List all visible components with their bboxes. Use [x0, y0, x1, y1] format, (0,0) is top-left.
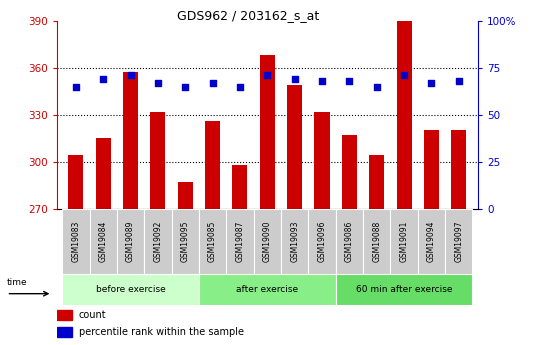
Point	[208, 80, 217, 86]
Point	[71, 84, 80, 89]
Bar	[123, 72, 138, 209]
Bar	[178, 182, 193, 209]
Text: GSM19083: GSM19083	[71, 221, 80, 262]
Text: GSM19093: GSM19093	[290, 221, 299, 262]
Text: GSM19088: GSM19088	[372, 221, 381, 262]
Bar	[281, 209, 308, 274]
Bar	[260, 55, 275, 209]
Bar	[445, 209, 472, 274]
Text: before exercise: before exercise	[96, 285, 165, 294]
Text: GSM19095: GSM19095	[181, 221, 190, 262]
Point	[427, 80, 436, 86]
Text: GSM19092: GSM19092	[153, 221, 163, 262]
Bar	[62, 209, 90, 274]
Point	[153, 80, 162, 86]
Text: GSM19094: GSM19094	[427, 221, 436, 262]
Point	[373, 84, 381, 89]
Bar	[369, 156, 384, 209]
Bar	[226, 209, 254, 274]
Bar	[117, 209, 144, 274]
Bar	[199, 274, 336, 305]
Bar	[336, 274, 472, 305]
Bar	[287, 85, 302, 209]
Point	[400, 72, 408, 78]
Text: after exercise: after exercise	[236, 285, 299, 294]
Point	[455, 78, 463, 83]
Text: GSM19087: GSM19087	[235, 221, 245, 262]
Bar	[451, 130, 466, 209]
Point	[291, 76, 299, 82]
Text: percentile rank within the sample: percentile rank within the sample	[79, 327, 244, 337]
Bar	[69, 156, 83, 209]
Text: time: time	[6, 277, 27, 287]
Bar	[390, 209, 418, 274]
Text: GSM19084: GSM19084	[99, 221, 107, 262]
Bar	[199, 209, 226, 274]
Text: GSM19097: GSM19097	[454, 221, 463, 262]
Bar	[90, 209, 117, 274]
Text: count: count	[79, 310, 106, 320]
Bar	[62, 274, 199, 305]
Bar	[396, 21, 411, 209]
Bar	[205, 121, 220, 209]
Point	[126, 72, 135, 78]
Bar	[342, 135, 357, 209]
Text: GDS962 / 203162_s_at: GDS962 / 203162_s_at	[177, 9, 320, 22]
Point	[181, 84, 190, 89]
Bar	[150, 111, 165, 209]
Point	[345, 78, 354, 83]
Bar	[418, 209, 445, 274]
Bar	[172, 209, 199, 274]
Text: 60 min after exercise: 60 min after exercise	[356, 285, 453, 294]
Bar	[96, 138, 111, 209]
Point	[318, 78, 326, 83]
Bar	[254, 209, 281, 274]
Point	[99, 76, 107, 82]
Text: GSM19090: GSM19090	[263, 221, 272, 262]
Bar	[363, 209, 390, 274]
Bar	[336, 209, 363, 274]
Bar	[144, 209, 172, 274]
Text: GSM19089: GSM19089	[126, 221, 135, 262]
Bar	[57, 310, 72, 320]
Bar	[57, 327, 72, 337]
Bar	[232, 165, 247, 209]
Text: GSM19096: GSM19096	[318, 221, 327, 262]
Text: GSM19085: GSM19085	[208, 221, 217, 262]
Bar	[308, 209, 336, 274]
Text: GSM19091: GSM19091	[400, 221, 409, 262]
Point	[263, 72, 272, 78]
Bar	[424, 130, 439, 209]
Point	[235, 84, 244, 89]
Bar	[314, 111, 329, 209]
Text: GSM19086: GSM19086	[345, 221, 354, 262]
